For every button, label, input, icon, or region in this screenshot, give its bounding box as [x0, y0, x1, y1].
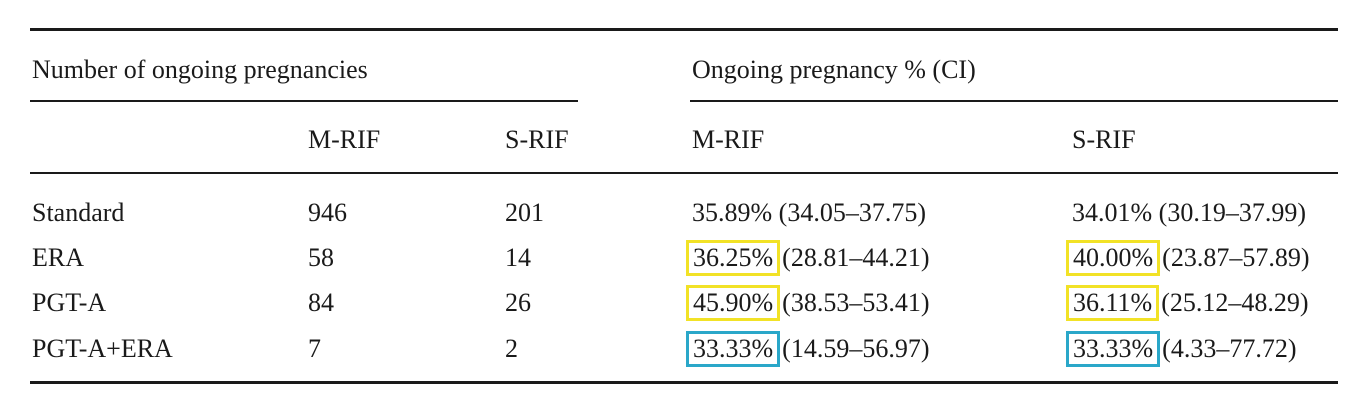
m-rif-ci: (34.05–37.75)	[778, 198, 926, 227]
sub-header-count-m-rif: M-RIF	[308, 125, 381, 154]
s-rif-ci: (25.12–48.29)	[1161, 288, 1309, 317]
s-rif-percent-cell: 40.00% (23.87–57.89)	[1066, 240, 1310, 276]
m-rif-percent-cell: 35.89% (34.05–37.75)	[692, 198, 926, 228]
sub-header-percent-m-rif: M-RIF	[692, 125, 765, 154]
m-rif-count: 946	[308, 198, 347, 227]
s-rif-percent-cell: 34.01% (30.19–37.99)	[1072, 198, 1306, 228]
s-rif-ci: (4.33–77.72)	[1162, 334, 1297, 363]
s-rif-ci: (30.19–37.99)	[1158, 198, 1306, 227]
highlight-box-blue: 33.33%	[1066, 331, 1161, 367]
header-bottom-rule	[30, 172, 1338, 174]
group-header-count: Number of ongoing pregnancies	[32, 55, 368, 84]
m-rif-ci: (38.53–53.41)	[782, 288, 930, 317]
s-rif-count: 2	[505, 334, 518, 363]
group-header-percent: Ongoing pregnancy % (CI)	[692, 55, 976, 84]
m-rif-ci: (28.81–44.21)	[782, 243, 930, 272]
m-rif-percent: 36.25%	[693, 243, 774, 272]
row-label: ERA	[32, 243, 84, 272]
m-rif-percent-cell: 36.25% (28.81–44.21)	[686, 240, 930, 276]
m-rif-count: 84	[308, 288, 334, 317]
m-rif-percent: 45.90%	[693, 288, 774, 317]
table-top-rule	[30, 28, 1338, 31]
highlight-box-blue: 33.33%	[686, 331, 781, 367]
sub-header-count-s-rif: S-RIF	[505, 125, 569, 154]
highlight-box-yellow: 36.25%	[686, 240, 781, 276]
row-label: PGT-A	[32, 288, 107, 317]
s-rif-percent: 36.11%	[1073, 288, 1153, 317]
m-rif-percent: 35.89%	[692, 198, 773, 227]
s-rif-percent: 34.01%	[1072, 198, 1153, 227]
s-rif-percent-cell: 33.33% (4.33–77.72)	[1066, 331, 1297, 367]
s-rif-percent: 33.33%	[1073, 334, 1154, 363]
s-rif-ci: (23.87–57.89)	[1162, 243, 1310, 272]
m-rif-count: 7	[308, 334, 321, 363]
m-rif-ci: (14.59–56.97)	[782, 334, 930, 363]
s-rif-percent-cell: 36.11% (25.12–48.29)	[1066, 285, 1309, 321]
s-rif-count: 201	[505, 198, 544, 227]
s-rif-count: 26	[505, 288, 531, 317]
highlight-box-yellow: 36.11%	[1066, 285, 1160, 321]
s-rif-count: 14	[505, 243, 531, 272]
row-label: Standard	[32, 198, 125, 227]
table-bottom-rule	[30, 381, 1338, 384]
m-rif-percent-cell: 45.90% (38.53–53.41)	[686, 285, 930, 321]
m-rif-percent: 33.33%	[693, 334, 774, 363]
group-rule-count	[30, 100, 578, 102]
row-label: PGT-A+ERA	[32, 334, 173, 363]
m-rif-count: 58	[308, 243, 334, 272]
highlight-box-yellow: 45.90%	[686, 285, 781, 321]
highlight-box-yellow: 40.00%	[1066, 240, 1161, 276]
group-rule-percent	[690, 100, 1338, 102]
s-rif-percent: 40.00%	[1073, 243, 1154, 272]
sub-header-percent-s-rif: S-RIF	[1072, 125, 1136, 154]
m-rif-percent-cell: 33.33% (14.59–56.97)	[686, 331, 930, 367]
